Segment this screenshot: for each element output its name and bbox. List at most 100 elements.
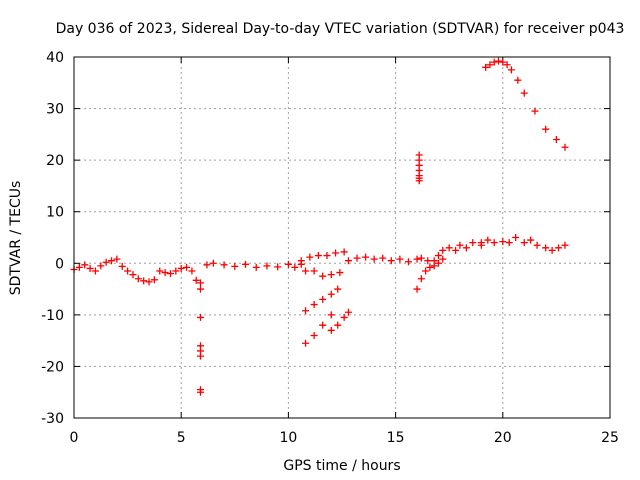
data-point-spike-5.9h [196,313,204,321]
data-point-upper-arc [531,107,539,115]
data-point-track-16-19h [417,254,425,262]
data-point-descent-a [302,307,310,315]
data-point-track-19-23h [542,244,550,252]
data-point-main-track-0-4h [86,264,94,272]
data-point-track-11-12.5h-low [319,272,327,280]
data-point-track-19-23h [527,236,535,244]
data-point-track-12.8-16h [353,254,361,262]
data-point-spike-5.9h [196,285,204,293]
data-point-track-6-11h [274,263,282,271]
data-point-descent-b [319,321,327,329]
x-tick-label: 25 [601,430,619,446]
data-point-rise-16-17h [439,255,447,263]
data-point-track-19-23h [505,239,513,247]
data-point-track-16-19h [462,244,470,252]
data-point-descent-a [310,301,318,309]
data-point-upper-arc [542,125,550,133]
data-point-track-12.8-16h [396,255,404,263]
data-point-main-track-0-4h [118,262,126,270]
data-point-track-4-6h [172,267,180,275]
data-point-main-track-0-4h [140,277,148,285]
data-point-main-track-0-4h [150,276,158,284]
data-point-upper-arc [503,61,511,69]
data-point-descent-c [334,321,342,329]
data-point-spike-5.9h [196,279,204,287]
data-point-descent-c [327,326,335,334]
data-point-descent-b [327,311,335,319]
data-point-track-11-12.5h-low [327,271,335,279]
x-tick-label: 5 [177,430,186,446]
y-tick-label: -30 [41,411,64,427]
x-tick-labels: 0 5 10 15 20 25 [70,430,619,446]
data-point-main-track-0-4h [97,262,105,270]
data-point-track-12.8-16h [370,255,378,263]
data-point-track-16-19h [434,252,442,260]
data-point-main-track-0-4h [145,278,153,286]
data-point-track-6-11h [231,262,239,270]
data-point-descent-c [344,308,352,316]
data-point-rise-16-17h [417,275,425,283]
data-point-track-10.6-12.8h [332,249,340,257]
data-point-main-track-0-4h [75,263,83,271]
data-point-track-11-12.5h-low [310,267,318,275]
data-point-track-19-23h [490,239,498,247]
y-tick-label: 30 [46,102,64,118]
data-point-rise-16-17h [426,263,434,271]
y-tick-label: 10 [46,205,64,221]
data-point-track-16-19h [430,257,438,265]
data-point-track-11-12.5h-low [302,267,310,275]
data-point-upper-arc [490,58,498,66]
data-point-track-10.6-12.8h [297,257,305,265]
data-point-track-10.6-12.8h [340,248,348,256]
chart-title: Day 036 of 2023, Sidereal Day-to-day VTE… [56,21,625,37]
axis-ticks [73,56,611,419]
data-point-main-track-0-4h [108,257,116,265]
data-point-track-6-11h [242,260,250,268]
data-point-main-track-0-4h [129,271,137,279]
x-tick-label: 15 [387,430,405,446]
data-point-upper-arc [514,76,522,84]
data-point-rise-16-17h [422,267,430,275]
data-point-track-6-11h [284,260,292,268]
data-point-rise-16-17h [434,259,442,267]
data-point-upper-arc [495,57,503,65]
x-tick-label: 0 [70,430,79,446]
data-point-descent-b [302,339,310,347]
x-tick-label: 20 [494,430,512,446]
data-point-main-track-0-4h [81,261,89,269]
data-point-track-12.8-16h [413,255,421,263]
data-point-track-11-12.5h-low [336,269,344,277]
data-point-track-6-11h [291,263,299,271]
data-point-track-10.6-12.8h [323,252,331,260]
y-tick-label: 0 [55,256,64,272]
data-point-track-4-6h [188,267,196,275]
data-point-track-6-11h [220,261,228,269]
data-point-track-19-23h [561,241,569,249]
data-point-track-4-6h [156,267,164,275]
data-point-descent-c [340,313,348,321]
data-point-track-6-11h [209,259,217,267]
data-point-track-12.8-16h [404,258,412,266]
data-point-track-16-19h [469,239,477,247]
data-point-track-12.8-16h [344,257,352,265]
data-point-track-19-23h [548,246,556,254]
data-point-track-16-19h [456,241,464,249]
y-tick-label: 20 [46,153,64,169]
data-point-track-4-6h [177,264,185,272]
data-point-track-6-11h [203,261,211,269]
data-point-track-16-19h [452,246,460,254]
data-point-upper-arc [507,66,515,74]
data-point-track-16-19h [424,257,432,265]
data-point-track-19-23h [512,234,520,241]
data-point-track-12.8-16h [379,254,387,262]
data-point-track-10.6-12.8h [314,252,322,260]
data-point-spike-5.9h [196,388,204,396]
y-tick-label: 40 [46,50,64,66]
data-point-track-19-23h [533,241,541,249]
y-tick-labels: -30 -20 -10 0 10 20 30 40 [41,50,64,427]
data-point-track-4-6h [192,276,200,284]
data-point-main-track-0-4h [124,267,132,275]
data-point-track-4-6h [166,270,174,278]
data-point-main-track-0-4h [102,258,110,266]
data-point-upper-arc [520,89,528,97]
